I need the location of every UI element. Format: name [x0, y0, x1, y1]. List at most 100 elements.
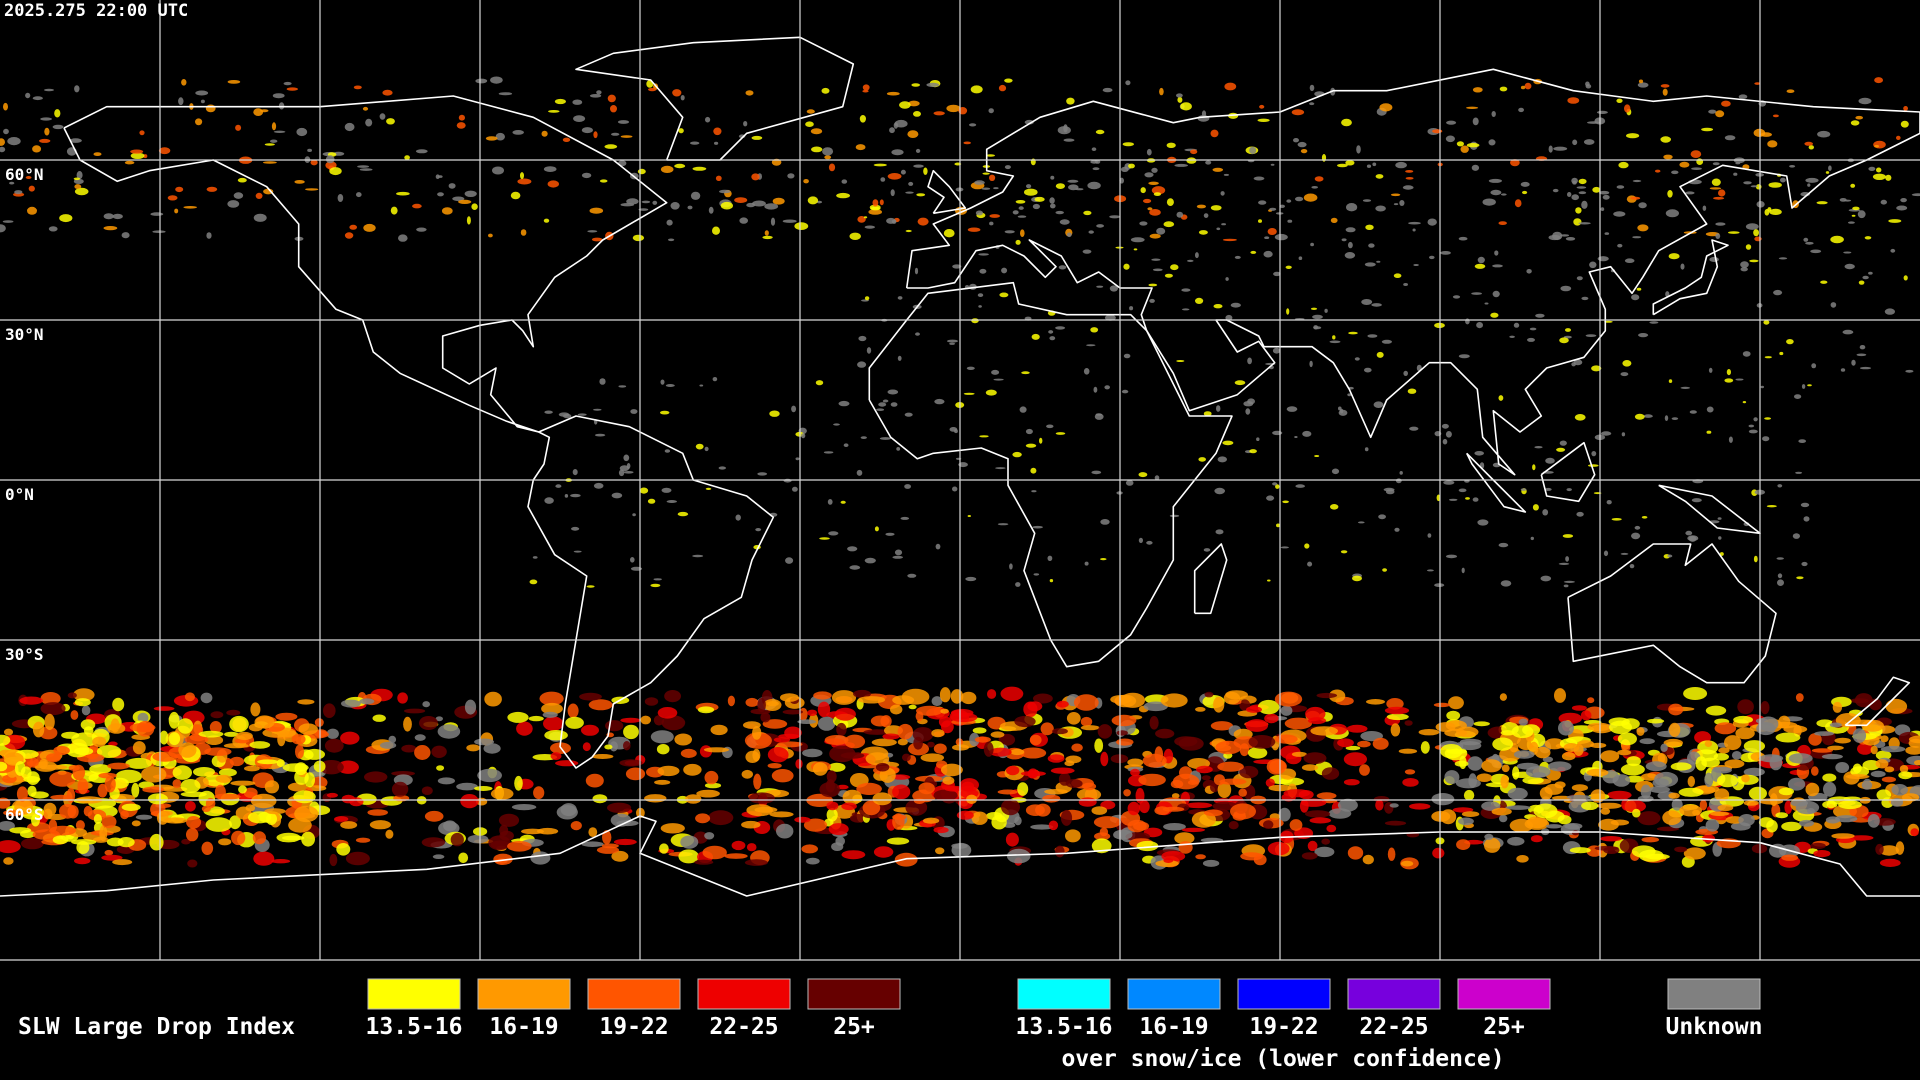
cloud-speck	[971, 318, 979, 324]
cloud-speck	[1341, 118, 1352, 127]
cloud-speck	[1567, 192, 1572, 197]
cloud-speck	[349, 224, 358, 230]
cloud-speck	[185, 801, 196, 812]
cloud-speck	[918, 782, 935, 795]
cloud-speck	[818, 716, 836, 731]
cloud-speck	[610, 105, 617, 113]
cloud-speck	[542, 711, 558, 718]
cloud-speck	[1195, 297, 1204, 304]
cloud-speck	[969, 732, 980, 747]
cloud-speck	[464, 190, 477, 197]
cloud-speck	[1607, 790, 1632, 800]
cloud-speck	[626, 198, 639, 205]
cloud-speck	[916, 705, 943, 716]
cloud-speck	[1709, 257, 1719, 262]
cloud-speck	[1154, 475, 1160, 481]
cloud-speck	[544, 410, 553, 414]
cloud-speck	[1671, 798, 1683, 811]
cloud-speck	[493, 853, 513, 865]
cloud-speck	[1670, 762, 1692, 771]
cloud-speck	[233, 192, 244, 199]
cloud-speck	[1181, 308, 1190, 311]
cloud-speck	[899, 101, 911, 109]
cloud-speck	[1870, 770, 1886, 778]
cloud-speck	[617, 120, 630, 124]
cloud-speck	[1728, 436, 1733, 443]
cloud-speck	[1753, 555, 1758, 563]
cloud-speck	[1817, 130, 1831, 138]
cloud-speck	[32, 721, 45, 738]
cloud-speck	[1138, 773, 1166, 787]
cloud-speck	[564, 494, 569, 498]
cloud-speck	[670, 202, 680, 210]
cloud-speck	[1020, 747, 1047, 759]
cloud-speck	[253, 108, 264, 116]
cloud-speck	[630, 566, 643, 571]
cloud-speck	[777, 741, 803, 748]
cloud-speck	[1120, 692, 1146, 708]
cloud-speck	[1718, 536, 1722, 540]
cloud-speck	[1445, 431, 1452, 438]
cloud-speck	[252, 831, 266, 845]
cloud-speck	[560, 803, 577, 817]
cloud-speck	[986, 154, 995, 157]
cloud-speck	[886, 91, 900, 96]
cloud-speck	[1006, 765, 1020, 776]
cloud-speck	[1567, 97, 1580, 104]
cloud-speck	[1084, 561, 1089, 566]
cloud-speck	[137, 712, 149, 723]
cloud-speck	[1560, 234, 1570, 237]
cloud-speck	[797, 719, 816, 724]
cloud-speck	[294, 805, 319, 823]
cloud-speck	[7, 137, 21, 146]
cloud-speck	[831, 690, 857, 705]
cloud-speck	[93, 152, 102, 157]
cloud-speck	[50, 794, 73, 800]
cloud-speck	[1308, 717, 1326, 725]
cloud-speck	[1376, 351, 1384, 358]
cloud-speck	[223, 743, 249, 749]
cloud-speck	[934, 398, 945, 405]
cloud-speck	[271, 122, 277, 131]
cloud-speck	[204, 747, 232, 756]
cloud-speck	[1274, 734, 1298, 744]
cloud-speck	[931, 729, 945, 738]
cloud-speck	[1476, 322, 1483, 329]
cloud-speck	[1604, 320, 1613, 323]
cloud-speck	[415, 149, 428, 154]
cloud-speck	[1091, 470, 1102, 475]
cloud-speck	[1590, 789, 1606, 803]
cloud-speck	[1195, 707, 1206, 712]
cloud-speck	[1445, 554, 1458, 559]
cloud-speck	[696, 789, 720, 798]
cloud-speck	[1203, 548, 1211, 552]
cloud-speck	[979, 268, 987, 274]
cloud-speck	[204, 735, 224, 745]
cloud-speck	[771, 769, 794, 783]
cloud-speck	[1803, 237, 1809, 242]
cloud-speck	[891, 219, 897, 224]
cloud-speck	[1708, 367, 1713, 373]
cloud-speck	[1792, 533, 1800, 539]
cloud-speck	[1795, 471, 1803, 474]
cloud-speck	[466, 744, 481, 752]
cloud-speck	[961, 781, 975, 791]
cloud-speck	[1066, 712, 1081, 725]
cloud-speck	[270, 139, 278, 143]
cloud-speck	[579, 692, 602, 701]
cloud-speck	[1498, 221, 1507, 226]
cloud-speck	[1859, 345, 1866, 350]
cloud-speck	[435, 174, 440, 179]
cloud-speck	[72, 764, 86, 781]
cloud-speck	[452, 196, 465, 202]
cloud-speck	[991, 369, 1000, 375]
cloud-speck	[1291, 109, 1305, 116]
cloud-speck	[0, 761, 8, 772]
cloud-speck	[1709, 187, 1722, 190]
cloud-speck	[807, 709, 818, 716]
cloud-speck	[619, 759, 643, 767]
cloud-speck	[1668, 722, 1681, 737]
cloud-speck	[1309, 84, 1315, 92]
cloud-speck	[1715, 233, 1721, 240]
cloud-speck	[355, 837, 371, 843]
